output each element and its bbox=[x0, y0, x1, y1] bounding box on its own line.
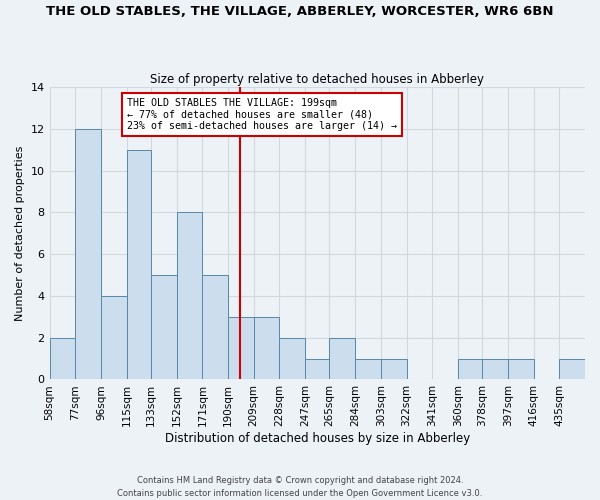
Title: Size of property relative to detached houses in Abberley: Size of property relative to detached ho… bbox=[150, 73, 484, 86]
Bar bbox=[75, 129, 101, 380]
Bar bbox=[101, 296, 127, 380]
Bar bbox=[559, 358, 585, 380]
Bar bbox=[176, 212, 202, 380]
Text: THE OLD STABLES THE VILLAGE: 199sqm
← 77% of detached houses are smaller (48)
23: THE OLD STABLES THE VILLAGE: 199sqm ← 77… bbox=[127, 98, 397, 131]
Bar bbox=[228, 317, 254, 380]
Bar bbox=[50, 338, 75, 380]
Bar bbox=[127, 150, 151, 380]
Bar bbox=[254, 317, 280, 380]
X-axis label: Distribution of detached houses by size in Abberley: Distribution of detached houses by size … bbox=[164, 432, 470, 445]
Bar bbox=[482, 358, 508, 380]
Bar bbox=[458, 358, 482, 380]
Bar bbox=[202, 275, 228, 380]
Bar bbox=[355, 358, 381, 380]
Bar bbox=[151, 275, 176, 380]
Bar bbox=[508, 358, 533, 380]
Bar bbox=[381, 358, 407, 380]
Y-axis label: Number of detached properties: Number of detached properties bbox=[15, 146, 25, 321]
Bar bbox=[329, 338, 355, 380]
Text: THE OLD STABLES, THE VILLAGE, ABBERLEY, WORCESTER, WR6 6BN: THE OLD STABLES, THE VILLAGE, ABBERLEY, … bbox=[46, 5, 554, 18]
Text: Contains HM Land Registry data © Crown copyright and database right 2024.
Contai: Contains HM Land Registry data © Crown c… bbox=[118, 476, 482, 498]
Bar bbox=[280, 338, 305, 380]
Bar bbox=[305, 358, 329, 380]
